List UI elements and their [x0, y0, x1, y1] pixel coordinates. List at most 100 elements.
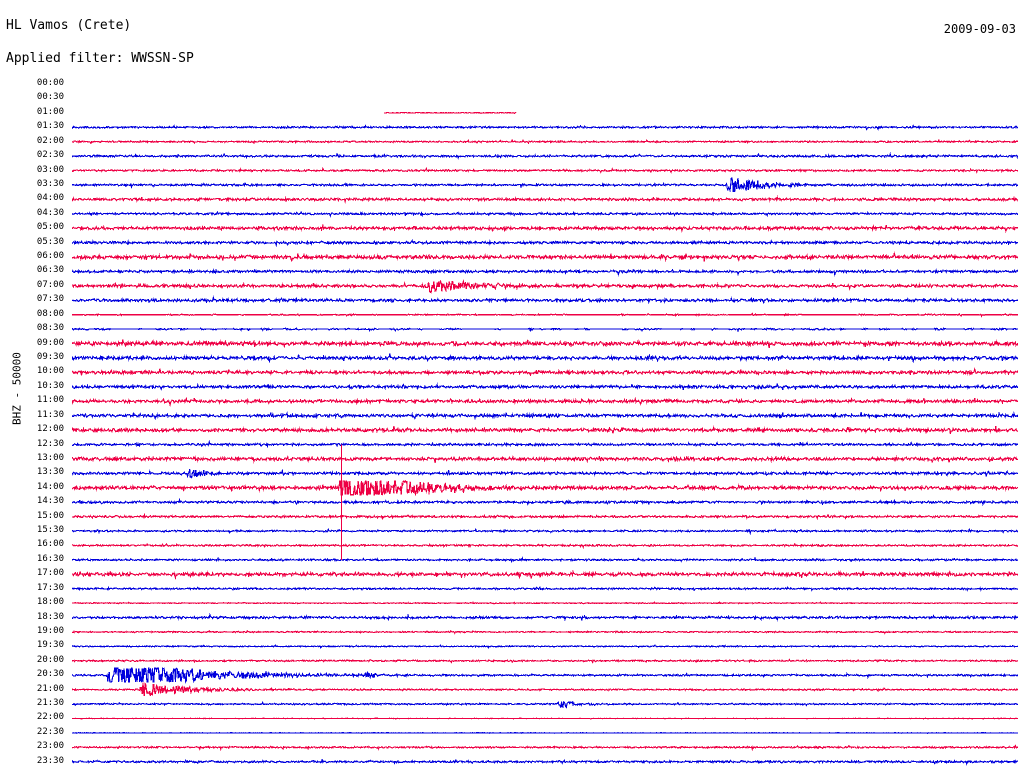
time-tick-1700: 17:00 — [36, 568, 64, 579]
time-tick-0630: 06:30 — [36, 265, 64, 276]
time-tick-0400: 04:00 — [36, 193, 64, 204]
trace-row-0500 — [72, 223, 1018, 233]
time-tick-1100: 11:00 — [36, 395, 64, 406]
trace-row-1730 — [72, 585, 1018, 592]
time-tick-0700: 07:00 — [36, 279, 64, 290]
trace-row-1630 — [72, 556, 1018, 564]
trace-row-0900 — [72, 338, 1018, 349]
time-tick-0430: 04:30 — [36, 207, 64, 218]
trace-row-2300 — [72, 744, 1018, 751]
time-tick-0030: 00:30 — [36, 92, 64, 103]
trace-row-2230 — [72, 731, 1018, 735]
time-tick-1730: 17:30 — [36, 582, 64, 593]
trace-row-1400 — [72, 479, 1018, 497]
time-tick-1430: 14:30 — [36, 496, 64, 507]
time-tick-1230: 12:30 — [36, 438, 64, 449]
time-tick-0100: 01:00 — [36, 106, 64, 117]
trace-row-0930 — [72, 353, 1018, 364]
time-tick-1630: 16:30 — [36, 553, 64, 564]
trace-row-0200 — [72, 138, 1018, 145]
time-tick-0730: 07:30 — [36, 294, 64, 305]
time-tick-0200: 02:00 — [36, 135, 64, 146]
trace-row-0430 — [72, 210, 1018, 218]
trace-row-0130 — [72, 124, 1018, 132]
time-tick-2300: 23:00 — [36, 741, 64, 752]
trace-row-1800 — [72, 601, 1018, 605]
time-tick-1400: 14:00 — [36, 481, 64, 492]
time-tick-2000: 20:00 — [36, 654, 64, 665]
time-tick-0930: 09:30 — [36, 351, 64, 362]
time-tick-2330: 23:30 — [36, 755, 64, 766]
time-tick-1200: 12:00 — [36, 424, 64, 435]
time-tick-0300: 03:00 — [36, 164, 64, 175]
time-tick-0500: 05:00 — [36, 222, 64, 233]
trace-row-1830 — [72, 612, 1018, 622]
trace-row-1200 — [72, 425, 1018, 434]
time-tick-2130: 21:30 — [36, 698, 64, 709]
trace-row-2100 — [72, 682, 1018, 697]
time-tick-1300: 13:00 — [36, 452, 64, 463]
time-tick-2200: 22:00 — [36, 712, 64, 723]
trace-row-1930 — [72, 644, 1018, 650]
time-tick-0000: 00:00 — [36, 78, 64, 88]
trace-row-1530 — [72, 527, 1018, 536]
time-tick-0600: 06:00 — [36, 251, 64, 262]
time-tick-0530: 05:30 — [36, 236, 64, 247]
helicorder-plot-area — [72, 78, 1018, 778]
time-tick-0800: 08:00 — [36, 308, 64, 319]
trace-row-1230 — [72, 439, 1018, 449]
trace-row-2030 — [72, 667, 1018, 684]
trace-row-2330 — [72, 758, 1018, 766]
time-tick-1800: 18:00 — [36, 597, 64, 608]
time-tick-0900: 09:00 — [36, 337, 64, 348]
time-tick-2100: 21:00 — [36, 683, 64, 694]
trace-row-0100 — [384, 111, 517, 115]
trace-row-0400 — [72, 195, 1018, 204]
trace-row-1600 — [72, 542, 1018, 549]
page-title: HL Vamos (Crete) — [6, 18, 132, 33]
trace-row-1500 — [72, 512, 1018, 521]
trace-row-0330 — [72, 177, 1018, 193]
time-tick-1830: 18:30 — [36, 611, 64, 622]
trace-row-1900 — [72, 629, 1018, 635]
date-label: 2009-09-03 — [943, 22, 1016, 36]
trace-row-1030 — [72, 382, 1018, 392]
trace-row-1130 — [72, 411, 1018, 421]
time-tick-1930: 19:30 — [36, 640, 64, 651]
time-tick-0330: 03:30 — [36, 178, 64, 189]
trace-row-0700 — [72, 279, 1018, 294]
time-tick-1530: 15:30 — [36, 525, 64, 536]
time-tick-1000: 10:00 — [36, 366, 64, 377]
time-tick-2230: 22:30 — [36, 726, 64, 737]
trace-row-1000 — [72, 367, 1018, 377]
filter-label: Applied filter: WWSSN-SP — [6, 51, 194, 66]
trace-row-1300 — [72, 454, 1018, 464]
trace-row-2130 — [72, 700, 1018, 710]
time-tick-1500: 15:00 — [36, 510, 64, 521]
trace-row-1700 — [72, 569, 1018, 581]
trace-row-0800 — [72, 312, 1018, 318]
trace-row-0300 — [72, 166, 1018, 174]
trace-row-2200 — [72, 717, 1018, 720]
time-tick-1330: 13:30 — [36, 467, 64, 478]
time-axis-tick-labels: 00:00 00:30 01:00 01:30 02:00 02:30 03:00 03:30… — [0, 0, 72, 780]
time-tick-1900: 19:00 — [36, 625, 64, 636]
trace-row-1330 — [72, 468, 1018, 479]
trace-row-0630 — [72, 268, 1018, 278]
time-tick-1600: 16:00 — [36, 539, 64, 550]
time-tick-1030: 10:30 — [36, 380, 64, 391]
time-tick-1130: 11:30 — [36, 409, 64, 420]
trace-row-0600 — [72, 250, 1018, 263]
time-tick-2030: 20:30 — [36, 669, 64, 680]
seismogram-traces — [72, 111, 1018, 766]
trace-row-1430 — [72, 497, 1018, 507]
trace-row-0730 — [72, 295, 1018, 305]
trace-row-0230 — [72, 152, 1018, 160]
time-tick-0130: 01:30 — [36, 121, 64, 132]
trace-row-2000 — [72, 658, 1018, 664]
trace-row-0530 — [72, 238, 1018, 248]
trace-row-0830 — [72, 327, 1018, 333]
trace-row-1100 — [72, 396, 1018, 408]
time-tick-0230: 02:30 — [36, 150, 64, 161]
